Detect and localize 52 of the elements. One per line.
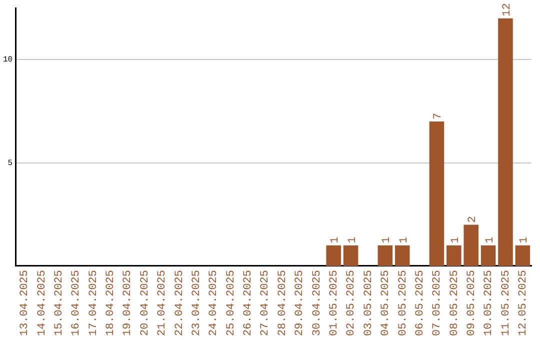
x-tick-label: 22.04.2025: [174, 270, 186, 336]
data-label: 1: [484, 236, 496, 244]
x-tick-label: 07.05.2025: [432, 270, 444, 336]
x-tick-label: 11.05.2025: [500, 270, 512, 336]
x-tick-label: 15.04.2025: [53, 270, 66, 336]
x-tick-label: 03.05.2025: [362, 270, 375, 336]
bar: [480, 245, 496, 266]
x-tick-label: 23.04.2025: [190, 270, 203, 336]
x-tick-label: 14.04.2025: [36, 270, 48, 336]
x-tick-label: 24.04.2025: [208, 270, 220, 336]
data-label: 1: [346, 236, 359, 244]
x-tick-label: 08.05.2025: [448, 270, 461, 336]
data-label: 1: [398, 236, 410, 244]
y-tick-label: 5: [8, 158, 13, 168]
x-tick-label: 13.04.2025: [19, 270, 32, 336]
x-tick-label: 19.04.2025: [122, 270, 134, 336]
data-label: 1: [381, 236, 394, 244]
x-tick-label: 09.05.2025: [466, 270, 478, 336]
x-tick-label: 04.05.2025: [380, 270, 392, 336]
x-tick-label: 02.05.2025: [346, 270, 358, 336]
bar: [394, 245, 410, 266]
x-tick-label: 17.04.2025: [88, 270, 100, 336]
bar: [464, 224, 478, 266]
x-tick-label: 30.04.2025: [311, 270, 324, 336]
x-tick-label: 05.05.2025: [397, 270, 410, 336]
x-tick-label: 28.04.2025: [276, 270, 289, 336]
y-tick-label: 10: [2, 56, 13, 65]
data-label: 1: [330, 236, 342, 244]
bar: [498, 18, 513, 266]
x-tick-label: 01.05.2025: [328, 270, 340, 336]
x-tick-label: 18.04.2025: [105, 270, 118, 336]
x-tick-label: 20.04.2025: [139, 270, 152, 336]
bar: [515, 245, 530, 266]
bar: [378, 245, 393, 266]
x-tick-label: 29.04.2025: [294, 270, 306, 336]
bar: [446, 245, 462, 266]
x-tick-label: 21.04.2025: [156, 270, 169, 336]
x-tick-label: 27.04.2025: [260, 270, 272, 336]
bar: [326, 245, 341, 266]
data-label: 2: [467, 216, 480, 223]
x-tick-label: 16.04.2025: [70, 270, 83, 336]
x-tick-label: 12.05.2025: [518, 270, 530, 336]
x-tick-label: 25.04.2025: [225, 270, 238, 336]
bar: [343, 245, 358, 266]
bar: [429, 122, 444, 266]
data-label: 12: [501, 3, 514, 16]
x-tick-label: 10.05.2025: [483, 270, 496, 336]
data-label: 1: [518, 236, 531, 244]
data-label: 7: [432, 112, 445, 120]
x-tick-label: 06.05.2025: [414, 270, 426, 336]
data-label: 1: [450, 236, 462, 244]
x-tick-label: 26.04.2025: [242, 270, 255, 336]
